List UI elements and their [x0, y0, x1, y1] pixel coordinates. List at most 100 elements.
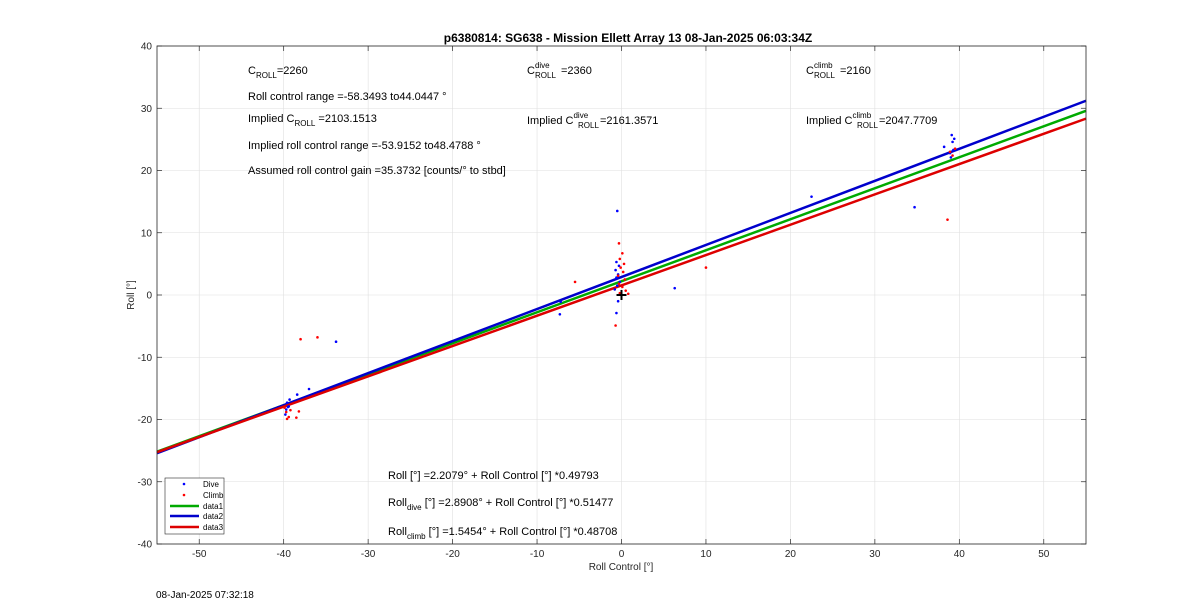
climb-point — [297, 410, 301, 413]
climb-point — [618, 257, 622, 261]
dive-point — [950, 133, 954, 137]
y-tick-label: -20 — [138, 415, 153, 426]
dive-point — [284, 408, 288, 411]
y-tick-label: 30 — [141, 104, 153, 115]
dive-point — [949, 156, 953, 159]
climb-point — [621, 270, 625, 274]
y-tick-label: 40 — [141, 42, 153, 53]
dive-point — [952, 137, 956, 141]
annotation-implied-c-roll: Implied CROLL =2103.1513 — [248, 113, 377, 128]
dive-point — [286, 405, 290, 409]
climb-point — [573, 280, 577, 284]
x-tick-label: -20 — [445, 549, 460, 560]
legend-label-climb: Climb — [203, 491, 224, 500]
legend-label-data2: data2 — [203, 512, 224, 521]
climb-point — [626, 292, 630, 296]
x-tick-label: 50 — [1038, 549, 1050, 560]
annotation-implied-c-roll-dive: Implied Cdive ROLL=2161.3571 — [527, 111, 658, 130]
dive-point — [295, 393, 299, 396]
climb-point — [621, 285, 624, 289]
climb-point — [948, 150, 952, 154]
annotation-c-roll-dive: Cdive ROLL =2360 — [527, 61, 592, 80]
legend-label-data3: data3 — [203, 523, 224, 532]
equation-climb: Rollclimb [°] =1.5454° + Roll Control [°… — [388, 526, 617, 541]
annotation-implied-range: Implied roll control range =-53.9152 to4… — [248, 140, 481, 152]
legend: Dive Climb data1 data2 data3 — [164, 477, 225, 535]
y-tick-label: 10 — [141, 228, 153, 239]
x-tick-label: 20 — [785, 549, 797, 560]
climb-point — [624, 289, 628, 292]
legend-label-data1: data1 — [203, 502, 224, 511]
climb-point — [295, 416, 298, 419]
climb-point — [623, 278, 627, 281]
legend-label-dive: Dive — [203, 480, 220, 489]
dive-point — [284, 413, 287, 416]
dive-point — [614, 268, 617, 272]
dive-point — [613, 288, 617, 291]
dive-point — [307, 387, 311, 391]
dive-point — [559, 300, 562, 304]
fit-line-data2 — [156, 99, 1087, 455]
y-tick-label: 0 — [146, 291, 152, 302]
x-tick-label: 10 — [700, 549, 712, 560]
annotation-roll-range: Roll control range =-58.3493 to44.0447 ° — [248, 91, 447, 103]
footer-timestamp: 08-Jan-2025 07:32:18 — [156, 590, 254, 601]
y-tick-label: -40 — [138, 540, 153, 551]
climb-point — [614, 324, 617, 327]
climb-point — [289, 408, 292, 412]
x-axis-label: Roll Control [°] — [589, 562, 654, 573]
climb-point — [283, 406, 286, 409]
climb-point — [617, 242, 621, 245]
legend-marker-climb — [182, 493, 186, 497]
legend-marker-dive — [182, 482, 186, 486]
x-tick-label: 40 — [954, 549, 966, 560]
climb-point — [285, 417, 289, 421]
dive-point — [810, 195, 813, 198]
climb-point — [619, 266, 622, 269]
climb-point — [618, 291, 622, 295]
dive-point — [615, 209, 619, 213]
y-tick-label: -10 — [138, 353, 153, 364]
axis-ticks: -50 -40 -30 -20 -10 0 10 20 30 40 50 -40 -30 -20 -10 0 1… — [138, 42, 1086, 560]
x-tick-label: -50 — [192, 549, 207, 560]
data-points — [283, 133, 957, 421]
annotation-assumed-gain: Assumed roll control gain =35.3732 [coun… — [248, 165, 506, 177]
y-tick-label: 20 — [141, 166, 153, 177]
dive-point — [615, 284, 619, 287]
climb-point — [316, 336, 319, 339]
annotation-c-roll: CROLL=2260 — [248, 65, 308, 80]
climb-point — [704, 266, 708, 269]
climb-point — [287, 415, 291, 419]
dive-point — [673, 286, 677, 290]
dive-point — [942, 145, 946, 149]
dive-point — [288, 398, 291, 401]
fit-line-data3 — [156, 117, 1087, 454]
dive-point — [616, 299, 620, 303]
chart-title: p6380814: SG638 - Mission Ellett Array 1… — [444, 31, 812, 45]
climb-point — [622, 262, 626, 266]
climb-point — [617, 282, 621, 286]
climb-point — [284, 410, 288, 414]
climb-point — [616, 274, 620, 278]
dive-point — [951, 140, 954, 144]
annotation-c-roll-climb: Cclimb ROLL =2160 — [806, 61, 871, 80]
climb-point — [299, 337, 302, 341]
dive-point — [617, 264, 621, 268]
dive-point — [913, 205, 916, 209]
y-axis-label: Roll [°] — [126, 280, 137, 310]
dive-point — [615, 276, 618, 279]
x-tick-label: -10 — [530, 549, 545, 560]
x-tick-label: 0 — [619, 549, 625, 560]
dive-point — [615, 260, 618, 264]
dive-point — [285, 401, 289, 404]
climb-point — [953, 147, 957, 151]
dive-point — [334, 340, 338, 343]
annotation-implied-c-roll-climb: Implied Cclimb ROLL=2047.7709 — [806, 111, 937, 130]
climb-point — [621, 251, 624, 255]
y-tick-label: -30 — [138, 477, 153, 488]
fit-lines — [156, 99, 1087, 455]
dive-point — [615, 311, 618, 315]
x-tick-label: 30 — [869, 549, 881, 560]
climb-point — [946, 218, 949, 221]
